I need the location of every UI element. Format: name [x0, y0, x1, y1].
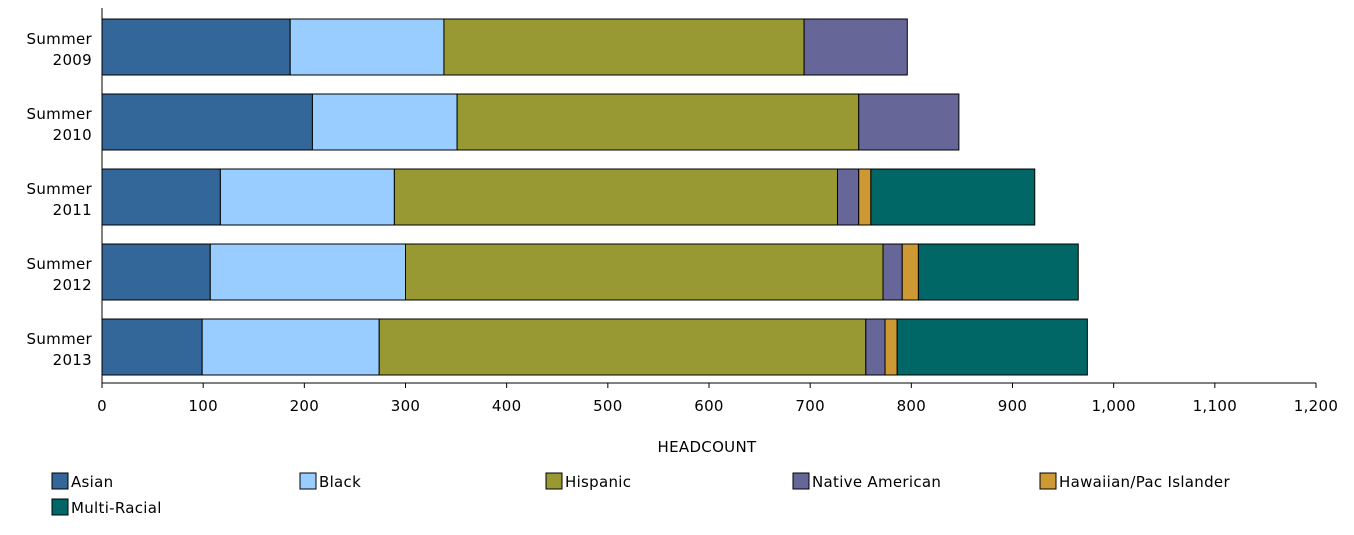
legend-label-asian: Asian: [71, 473, 113, 491]
category-label: 2010: [53, 126, 92, 144]
legend-swatch-asian: [51, 472, 69, 490]
x-tick-label: 1,100: [1193, 397, 1237, 415]
bar-segment-asian-summer-2012: [101, 243, 211, 301]
bar-segment-native-american-summer-2009: [803, 18, 908, 76]
bar-segment-hispanic-summer-2010: [456, 93, 860, 151]
category-label: 2011: [53, 201, 92, 219]
bar-segment-multi-racial-summer-2013: [896, 318, 1088, 376]
legend: Asian Black Hispanic Native American Hawaiia…: [51, 472, 1230, 517]
bar-segment-multi-racial-summer-2012: [917, 243, 1079, 301]
legend-label-multi-racial: Multi-Racial: [71, 499, 162, 517]
legend-swatch-black: [299, 472, 317, 490]
bar-segment-asian-summer-2013: [101, 318, 203, 376]
x-tick-label: 800: [897, 397, 927, 415]
x-ticks: 0 100 200 300 400 500 600 700 800 900 1,000 1,100 1,…: [97, 383, 1338, 415]
bar-segment-native-american-summer-2012: [882, 243, 903, 301]
category-label: Summer: [27, 330, 93, 348]
bar-segment-hispanic-summer-2009: [443, 18, 805, 76]
category-label: Summer: [27, 255, 93, 273]
legend-label-hawaiian-pac-islander: Hawaiian/Pac Islander: [1059, 473, 1230, 491]
bars-layer: [101, 18, 1088, 376]
bar-segment-hispanic-summer-2011: [393, 168, 838, 226]
x-tick-label: 900: [998, 397, 1028, 415]
legend-swatch-multi-racial: [51, 498, 69, 516]
legend-swatch-hispanic: [545, 472, 563, 490]
bar-segment-hawaiian-pac-islander-summer-2011: [858, 168, 872, 226]
bar-segment-black-summer-2010: [311, 93, 458, 151]
x-tick-label: 0: [97, 397, 107, 415]
x-tick-label: 100: [188, 397, 218, 415]
bar-segment-black-summer-2009: [289, 18, 445, 76]
bar-segment-hispanic-summer-2012: [405, 243, 884, 301]
category-label: 2012: [53, 276, 92, 294]
bar-segment-black-summer-2013: [201, 318, 380, 376]
category-label: Summer: [27, 180, 93, 198]
bar-segment-hawaiian-pac-islander-summer-2013: [884, 318, 898, 376]
x-tick-label: 500: [593, 397, 623, 415]
x-tick-label: 200: [290, 397, 320, 415]
bar-segment-asian-summer-2011: [101, 168, 221, 226]
x-tick-label: 400: [492, 397, 522, 415]
bar-segment-asian-summer-2010: [101, 93, 313, 151]
category-label: Summer: [27, 30, 93, 48]
bar-segment-black-summer-2011: [219, 168, 395, 226]
x-tick-label: 300: [391, 397, 421, 415]
bar-segment-hawaiian-pac-islander-summer-2012: [901, 243, 919, 301]
category-label: 2009: [53, 51, 92, 69]
bar-segment-native-american-summer-2011: [836, 168, 860, 226]
x-tick-label: 1,200: [1294, 397, 1338, 415]
x-tick-label: 700: [795, 397, 825, 415]
bar-segment-hispanic-summer-2013: [378, 318, 867, 376]
category-label: 2013: [53, 351, 92, 369]
x-tick-label: 1,000: [1091, 397, 1135, 415]
bar-segment-asian-summer-2009: [101, 18, 291, 76]
legend-swatch-hawaiian-pac-islander: [1039, 472, 1057, 490]
legend-label-black: Black: [319, 473, 361, 491]
category-labels: Summer 2009 Summer 2010 Summer 2011 Summer 2012…: [27, 30, 93, 369]
bar-segment-native-american-summer-2010: [858, 93, 960, 151]
legend-swatch-native-american: [792, 472, 810, 490]
x-tick-label: 600: [694, 397, 724, 415]
category-label: Summer: [27, 105, 93, 123]
legend-label-native-american: Native American: [812, 473, 941, 491]
x-axis-title: HEADCOUNT: [658, 438, 757, 456]
bar-segment-native-american-summer-2013: [865, 318, 886, 376]
bar-segment-multi-racial-summer-2011: [870, 168, 1036, 226]
legend-label-hispanic: Hispanic: [565, 473, 631, 491]
bar-segment-black-summer-2012: [209, 243, 406, 301]
